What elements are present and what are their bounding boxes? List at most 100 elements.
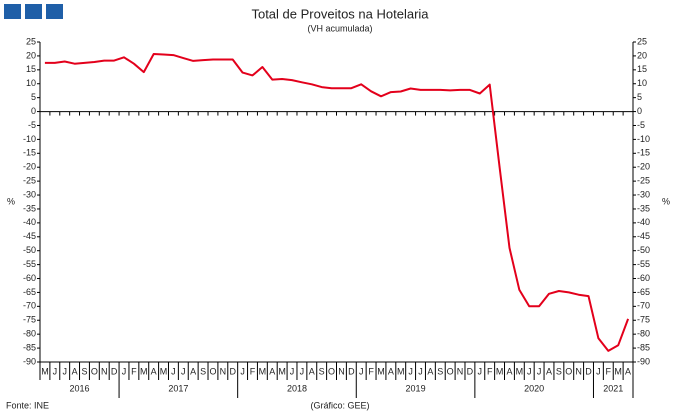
x-tick-label: J	[53, 366, 58, 376]
y-tick-label: 5	[31, 92, 36, 102]
year-label: 2020	[524, 383, 544, 393]
y-tick-label: -25	[23, 176, 36, 186]
x-tick-label: O	[209, 366, 216, 376]
chart-title: Total de Proveitos na Hotelaria	[251, 6, 429, 21]
x-tick-label: A	[190, 366, 196, 376]
x-tick-label: O	[447, 366, 454, 376]
y2-tick-label: -85	[637, 342, 650, 352]
x-tick-label: N	[101, 366, 108, 376]
x-tick-label: S	[81, 366, 87, 376]
y2-tick-label: -50	[637, 245, 650, 255]
y2-tick-label: 20	[637, 50, 647, 60]
x-tick-label: J	[359, 366, 364, 376]
x-tick-label: J	[290, 366, 295, 376]
chart-subtitle: (VH acumulada)	[307, 23, 372, 33]
x-tick-label: A	[625, 366, 631, 376]
logo-square	[46, 4, 63, 19]
x-tick-label: D	[585, 366, 592, 376]
x-tick-label: J	[408, 366, 413, 376]
x-tick-label: N	[457, 366, 464, 376]
logo-square	[4, 4, 21, 19]
x-tick-label: M	[41, 366, 49, 376]
y-tick-label: -65	[23, 287, 36, 297]
x-tick-label: J	[527, 366, 532, 376]
y-tick-label: -30	[23, 189, 36, 199]
x-tick-label: N	[575, 366, 582, 376]
x-tick-label: J	[300, 366, 305, 376]
x-tick-label: M	[259, 366, 267, 376]
x-tick-label: F	[487, 366, 493, 376]
x-tick-label: J	[478, 366, 483, 376]
x-tick-label: F	[250, 366, 256, 376]
x-tick-label: M	[397, 366, 405, 376]
x-tick-label: M	[614, 366, 622, 376]
year-label: 2019	[406, 383, 426, 393]
x-tick-label: F	[606, 366, 612, 376]
credit: (Gráfico: GEE)	[310, 400, 369, 410]
x-tick-label: J	[240, 366, 245, 376]
x-tick-label: N	[338, 366, 345, 376]
y2-tick-label: 25	[637, 36, 647, 46]
y2-tick-label: -35	[637, 203, 650, 213]
y2-tick-label: -90	[637, 356, 650, 366]
x-tick-label: O	[91, 366, 98, 376]
y2-tick-label: 15	[637, 64, 647, 74]
y2-tick-label: -10	[637, 134, 650, 144]
y2-tick-label: -30	[637, 189, 650, 199]
year-label: 2016	[70, 383, 90, 393]
y-tick-label: -50	[23, 245, 36, 255]
y-tick-label: 10	[26, 78, 36, 88]
y-tick-label: -10	[23, 134, 36, 144]
y2-tick-label: -20	[637, 162, 650, 172]
y-tick-label: -40	[23, 217, 36, 227]
y2-tick-label: -80	[637, 329, 650, 339]
y2-tick-label: -70	[637, 301, 650, 311]
x-tick-label: M	[160, 366, 168, 376]
x-tick-label: J	[537, 366, 542, 376]
x-tick-label: S	[319, 366, 325, 376]
x-tick-label: M	[496, 366, 504, 376]
x-tick-label: N	[220, 366, 227, 376]
x-tick-label: J	[62, 366, 67, 376]
x-tick-label: J	[418, 366, 423, 376]
x-tick-label: F	[368, 366, 374, 376]
x-tick-label: S	[200, 366, 206, 376]
x-tick-label: A	[72, 366, 78, 376]
x-tick-label: A	[388, 366, 394, 376]
y2-tick-label: -55	[637, 259, 650, 269]
x-tick-label: D	[467, 366, 474, 376]
x-tick-label: D	[229, 366, 236, 376]
y-tick-label: -15	[23, 148, 36, 158]
y-tick-label: -5	[28, 120, 36, 130]
data-line	[44, 53, 630, 352]
y2-tick-label: -25	[637, 176, 650, 186]
x-tick-label: M	[377, 366, 385, 376]
x-tick-label: S	[556, 366, 562, 376]
x-tick-label: A	[506, 366, 512, 376]
y2-tick-label: 10	[637, 78, 647, 88]
x-tick-label: A	[269, 366, 275, 376]
y2-tick-label: -75	[637, 315, 650, 325]
y-tick-label: 25	[26, 36, 36, 46]
y-tick-label: -55	[23, 259, 36, 269]
x-tick-label: F	[131, 366, 137, 376]
y-tick-label: 20	[26, 50, 36, 60]
y2-tick-label: -5	[637, 120, 645, 130]
logo-square	[25, 4, 42, 19]
x-tick-label: J	[171, 366, 176, 376]
x-tick-label: J	[122, 366, 127, 376]
x-tick-label: S	[437, 366, 443, 376]
x-tick-label: D	[348, 366, 355, 376]
y-tick-label: -20	[23, 162, 36, 172]
x-tick-label: A	[151, 366, 157, 376]
x-tick-label: O	[565, 366, 572, 376]
x-tick-label: M	[278, 366, 286, 376]
x-tick-label: O	[328, 366, 335, 376]
y-tick-label: -80	[23, 329, 36, 339]
x-tick-label: D	[111, 366, 118, 376]
y-tick-label: -35	[23, 203, 36, 213]
source: Fonte: INE	[6, 400, 49, 410]
y-tick-label: -90	[23, 356, 36, 366]
x-tick-label: J	[596, 366, 601, 376]
